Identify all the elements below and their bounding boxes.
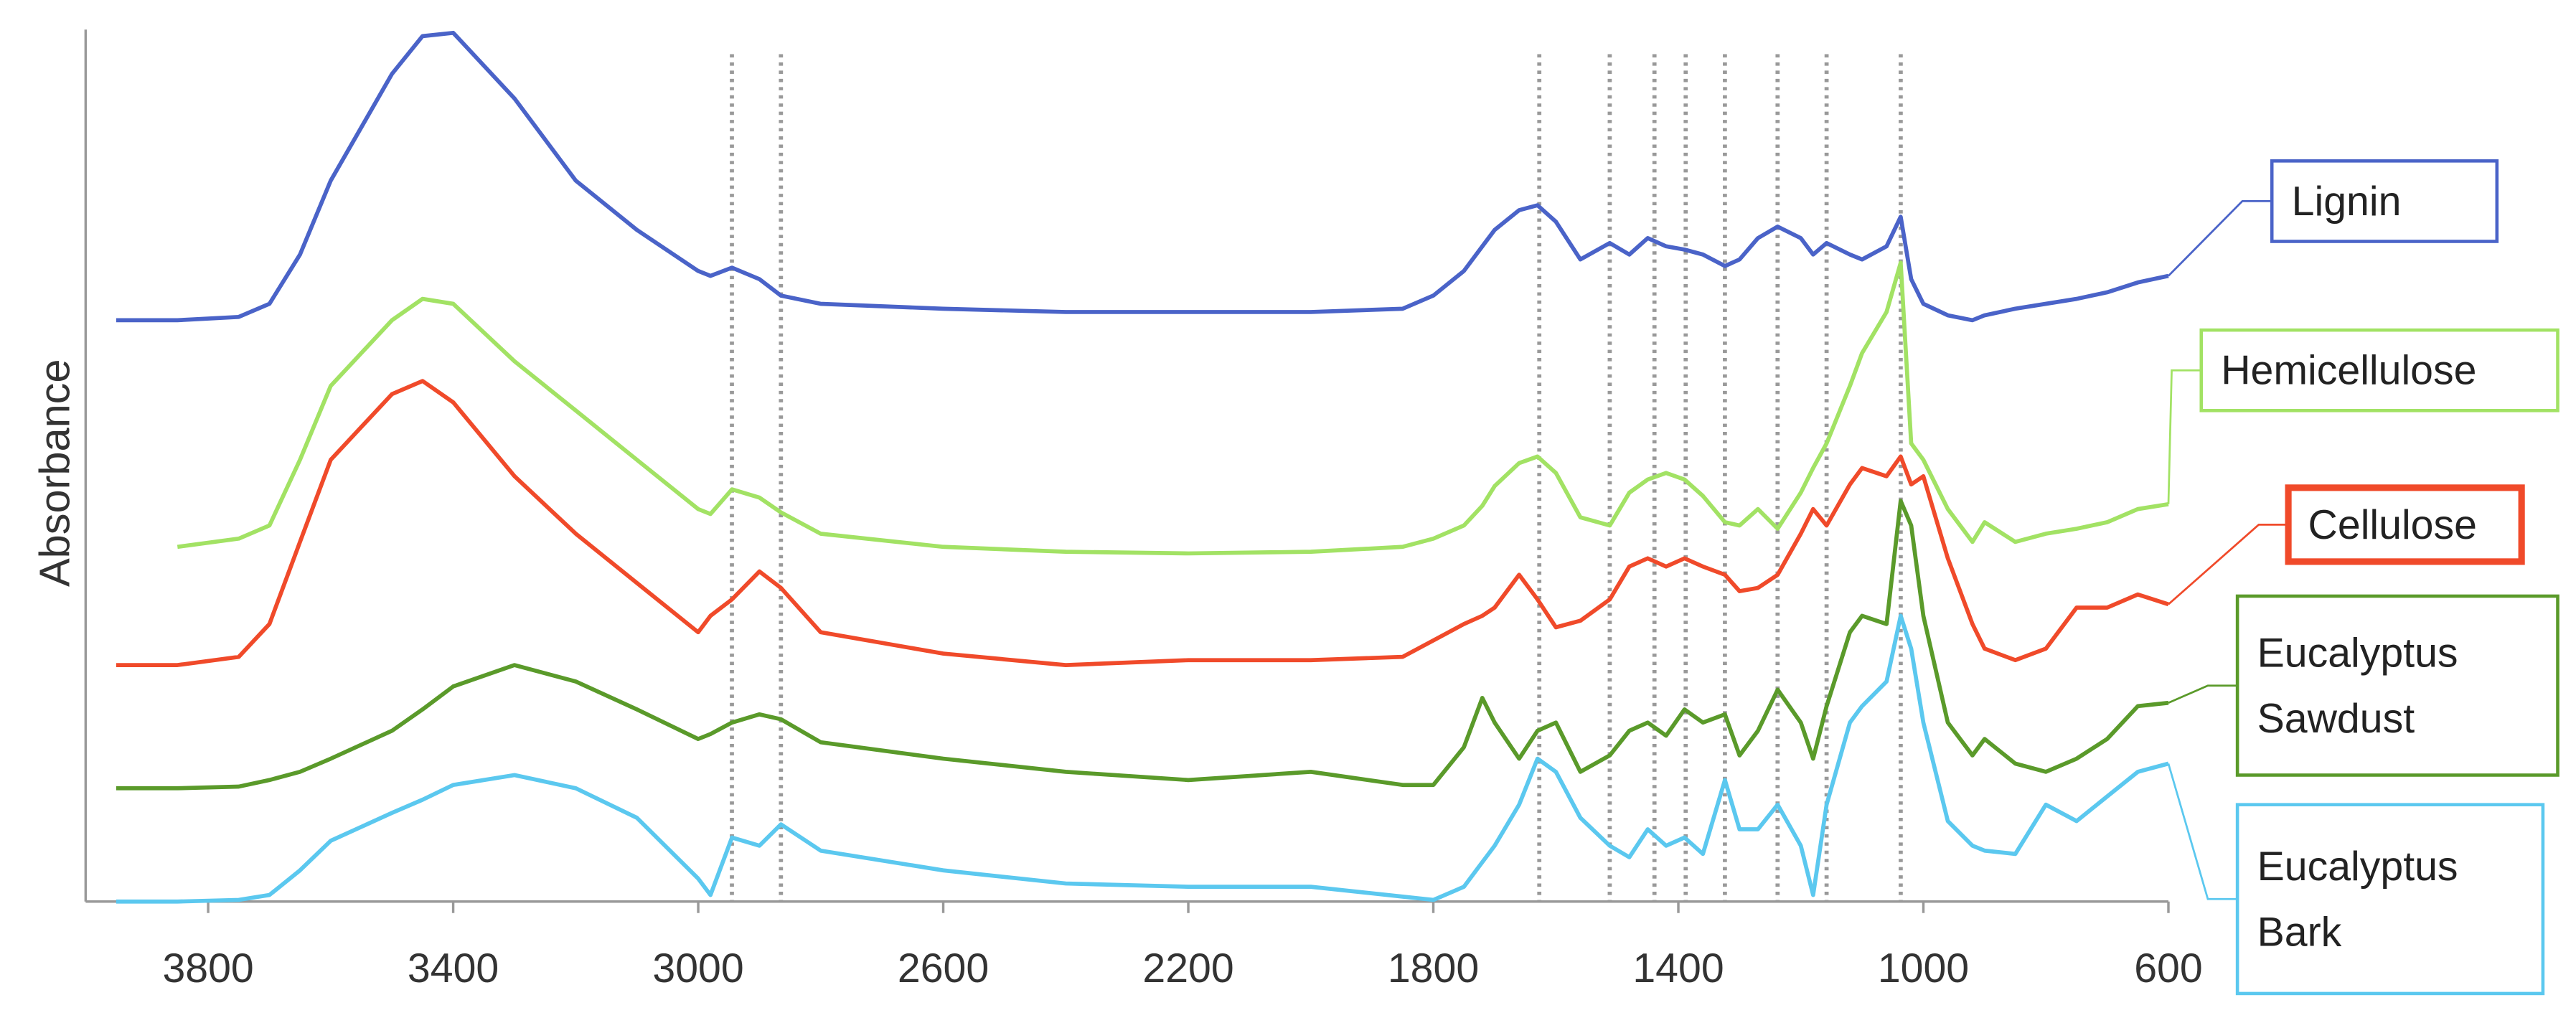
legend-label: Hemicellulose bbox=[2221, 347, 2477, 394]
y-axis-label: Absorbance bbox=[30, 359, 78, 587]
series-line bbox=[116, 499, 2169, 791]
legend-box bbox=[2235, 594, 2559, 777]
legend-connector bbox=[2167, 369, 2201, 504]
legend-connector bbox=[2168, 524, 2289, 605]
legend-connector bbox=[2168, 684, 2238, 704]
x-tick-label: 1000 bbox=[1878, 946, 1969, 991]
x-tick-label: 2200 bbox=[1142, 946, 1233, 991]
legend-entry: Eucalyptus Bark bbox=[2257, 843, 2458, 956]
legend-entry: Lignin bbox=[2291, 178, 2402, 225]
series-line bbox=[116, 30, 2169, 323]
x-tick-label: 2600 bbox=[898, 946, 989, 991]
x-tick-label: 3400 bbox=[408, 946, 499, 991]
series-line bbox=[116, 613, 2169, 904]
legend-connector bbox=[2167, 763, 2238, 900]
legend-box bbox=[2270, 159, 2499, 243]
x-tick-label: 3800 bbox=[162, 946, 253, 991]
legend-entry: Cellulose bbox=[2308, 501, 2477, 548]
x-tick-label: 1400 bbox=[1632, 946, 1724, 991]
series-line bbox=[116, 379, 2169, 667]
legend-box bbox=[2285, 484, 2525, 565]
series-line bbox=[177, 260, 2169, 556]
legend-connector bbox=[2168, 200, 2272, 277]
legend-label: Cellulose bbox=[2308, 501, 2477, 548]
legend-box bbox=[2235, 803, 2545, 996]
legend-entry: Hemicellulose bbox=[2221, 347, 2477, 394]
x-tick-label: 600 bbox=[2134, 946, 2202, 991]
legend-box bbox=[2199, 328, 2559, 412]
legend-entry: Eucalyptus Sawdust bbox=[2257, 629, 2458, 742]
legend-label: Eucalyptus Sawdust bbox=[2257, 629, 2458, 742]
legend-label: Lignin bbox=[2291, 178, 2402, 225]
x-tick-label: 1800 bbox=[1388, 946, 1479, 991]
legend-label: Eucalyptus Bark bbox=[2257, 843, 2458, 956]
x-tick-label: 3000 bbox=[652, 946, 743, 991]
